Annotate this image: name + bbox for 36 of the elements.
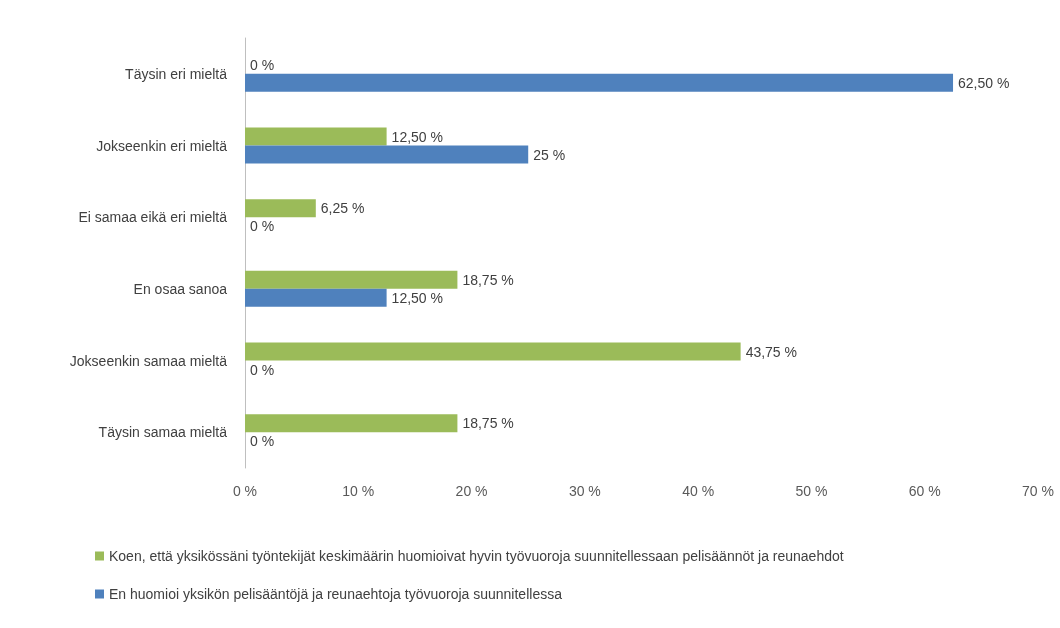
y-tick-label: En osaa sanoa: [133, 280, 228, 297]
data-label: 12,50 %: [391, 128, 443, 145]
y-tick-label: Täysin eri mieltä: [125, 65, 228, 82]
x-tick-label: 70 %: [1022, 483, 1054, 499]
bar: [245, 414, 458, 433]
legend-label: En huomioi yksikön pelisääntöjä ja reunaehtoja työvuoroja suunnitellessa: [109, 586, 563, 602]
bar: [245, 73, 954, 92]
bar: [245, 127, 387, 146]
x-tick-label: 10 %: [342, 483, 375, 499]
bar: [245, 342, 741, 361]
x-tick-label: 20 %: [455, 483, 488, 499]
data-label: 62,50 %: [958, 74, 1010, 91]
bar: [245, 199, 316, 218]
bar: [245, 288, 387, 307]
bar: [245, 145, 529, 164]
x-tick-label: 0 %: [232, 483, 258, 499]
data-label: 0 %: [250, 361, 275, 378]
data-label: 18,75 %: [462, 271, 514, 288]
data-label: 43,75 %: [745, 343, 797, 360]
data-label: 6,25 %: [320, 200, 365, 217]
bar: [245, 270, 458, 289]
data-label: 0 %: [250, 218, 275, 235]
data-label: 25 %: [533, 146, 566, 163]
data-label: 18,75 %: [462, 415, 514, 432]
x-tick-label: 30 %: [568, 483, 601, 499]
data-label: 0 %: [250, 433, 275, 450]
x-tick-label: 40 %: [682, 483, 715, 499]
data-label: 12,50 %: [391, 289, 443, 306]
data-label: 0 %: [250, 56, 275, 73]
legend-label: Koen, että yksikössäni työntekijät keskimäärin huomioivat hyvin työvuoroja suunnitellessaan pelisäännöt ja reunaehdot: [109, 548, 844, 564]
x-tick-label: 60 %: [908, 483, 941, 499]
y-tick-label: Täysin samaa mieltä: [98, 424, 228, 441]
x-tick-label: 50 %: [795, 483, 828, 499]
y-tick-label: Ei samaa eikä eri mieltä: [78, 209, 228, 226]
y-tick-label: Jokseenkin eri mieltä: [96, 137, 228, 154]
y-tick-label: Jokseenkin samaa mieltä: [69, 352, 228, 369]
